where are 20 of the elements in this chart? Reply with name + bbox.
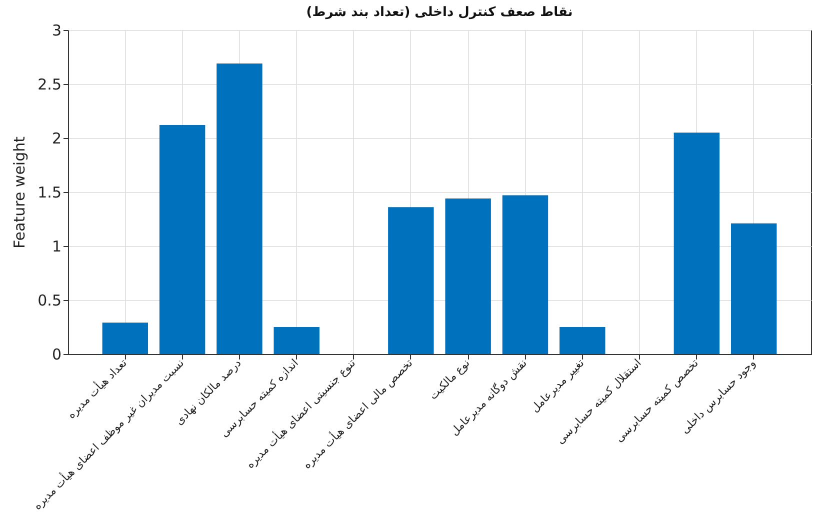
y-tick-label: 2.5 [38, 76, 62, 94]
bar [502, 195, 548, 354]
y-tick-label: 1 [52, 238, 62, 256]
y-tick-label: 0.5 [38, 292, 62, 310]
x-tick-label: نوع مالکیت [426, 356, 472, 402]
y-tick-label: 2 [52, 130, 62, 148]
chart-title: (نقاط صعف کنترل داخلی (تعداد بند شرط [306, 5, 573, 20]
bar [445, 198, 491, 354]
bar [560, 327, 606, 354]
bar [102, 322, 148, 354]
bar [674, 132, 720, 354]
y-axis-title: Feature weight [10, 136, 29, 249]
bar [274, 327, 320, 354]
bar [216, 63, 262, 354]
bar [730, 223, 777, 354]
bar [159, 125, 206, 354]
bar [388, 207, 434, 354]
y-tick-label: 1.5 [38, 184, 62, 202]
y-tick-label: 0 [52, 346, 62, 364]
y-tick-label: 3 [52, 22, 62, 40]
